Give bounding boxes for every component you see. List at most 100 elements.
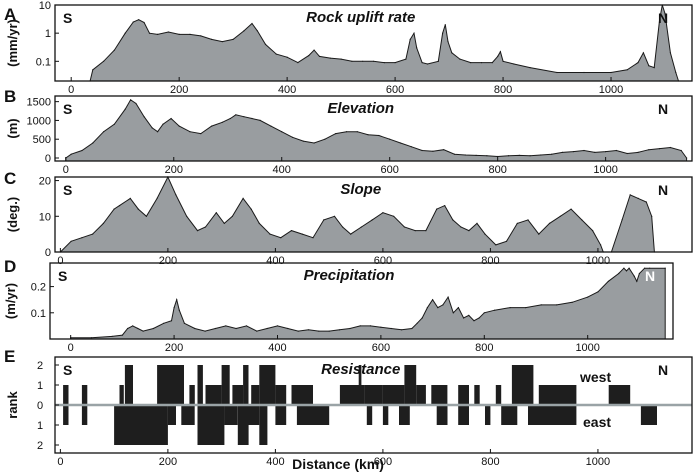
data-point xyxy=(551,153,553,155)
data-point xyxy=(92,233,94,235)
data-point xyxy=(505,240,508,242)
panel-d xyxy=(49,262,674,340)
south-label: S xyxy=(63,10,72,26)
x-tick-label: 0 xyxy=(63,164,69,176)
data-point xyxy=(308,55,310,57)
data-point xyxy=(444,24,446,26)
west-resistance-bar xyxy=(511,365,534,405)
data-point xyxy=(421,317,423,319)
east-resistance-bar xyxy=(237,405,249,445)
y-tick-label: 500 xyxy=(33,134,51,146)
data-point xyxy=(452,219,454,221)
data-point xyxy=(401,329,403,331)
data-point xyxy=(251,22,253,25)
data-point xyxy=(561,151,564,153)
data-point xyxy=(127,327,129,330)
data-point xyxy=(437,307,439,309)
data-point xyxy=(211,125,213,127)
data-point xyxy=(250,208,252,210)
x-tick-label: 0 xyxy=(57,255,63,267)
west-resistance-bar xyxy=(221,365,230,405)
data-point xyxy=(583,71,585,74)
data-point xyxy=(502,60,504,62)
data-point xyxy=(281,131,283,133)
data-point xyxy=(416,322,418,324)
data-point xyxy=(335,133,337,135)
east-resistance-bar xyxy=(275,405,287,425)
data-point xyxy=(113,49,115,51)
data-point xyxy=(121,334,123,336)
data-point xyxy=(623,267,625,269)
data-point xyxy=(626,152,628,155)
data-point xyxy=(459,58,461,60)
panel-frame xyxy=(54,95,693,162)
west-resistance-bar xyxy=(538,385,577,405)
y-axis-label: (m/yr) xyxy=(3,283,18,319)
data-point xyxy=(167,31,169,33)
data-point xyxy=(251,117,253,120)
data-point xyxy=(280,237,282,239)
data-point xyxy=(686,157,688,159)
west-resistance-bar xyxy=(275,385,287,405)
panel-letter: E xyxy=(4,347,15,366)
data-point xyxy=(403,226,405,228)
west-resistance-bar xyxy=(339,385,365,405)
y-tick-label: 1 xyxy=(45,28,51,40)
data-point xyxy=(463,317,465,319)
data-point xyxy=(470,62,472,64)
data-point xyxy=(223,222,225,224)
west-resistance-bar xyxy=(474,385,480,405)
y-tick-label: 1000 xyxy=(27,115,51,127)
data-point xyxy=(349,327,351,330)
data-point xyxy=(484,233,486,235)
panel-a xyxy=(54,4,693,82)
panel-c xyxy=(54,175,693,253)
data-point xyxy=(148,32,151,34)
x-tick-label: 1000 xyxy=(599,84,623,96)
data-point xyxy=(102,222,104,224)
x-tick-label: 800 xyxy=(475,342,493,354)
data-point xyxy=(151,127,153,129)
data-point xyxy=(264,43,267,46)
x-tick-label: 800 xyxy=(481,456,499,468)
data-point xyxy=(621,219,623,221)
east-resistance-bar xyxy=(501,405,518,425)
data-point xyxy=(313,142,315,144)
data-point xyxy=(516,222,518,224)
x-tick-label: 600 xyxy=(381,164,399,176)
x-tick-label: 800 xyxy=(481,255,499,267)
data-point xyxy=(290,230,293,232)
data-point xyxy=(648,149,650,151)
data-point xyxy=(359,325,361,327)
data-point xyxy=(540,154,542,156)
data-point xyxy=(312,237,314,239)
data-point xyxy=(142,330,144,332)
data-point xyxy=(345,131,348,133)
data-point xyxy=(235,327,237,330)
data-point xyxy=(626,69,628,71)
data-point xyxy=(432,299,434,301)
data-point xyxy=(329,57,331,59)
south-label: S xyxy=(63,101,72,117)
data-point xyxy=(318,330,320,332)
west-resistance-bar xyxy=(416,385,426,405)
data-point xyxy=(356,131,358,133)
panel-title: Precipitation xyxy=(304,267,395,284)
data-point xyxy=(130,99,132,101)
data-point xyxy=(186,215,188,217)
data-point xyxy=(367,134,369,136)
data-point xyxy=(414,230,416,232)
west-resistance-bar xyxy=(243,365,249,405)
data-point xyxy=(642,52,645,54)
east-resistance-bar xyxy=(259,405,268,445)
data-point xyxy=(483,312,485,314)
y-tick-label: 0 xyxy=(37,400,43,412)
y-tick-label: 0 xyxy=(45,153,51,165)
data-point xyxy=(350,233,352,235)
data-point xyxy=(70,153,72,155)
data-point xyxy=(157,131,159,133)
data-point xyxy=(559,215,561,217)
data-point xyxy=(637,151,639,153)
data-point xyxy=(518,154,520,156)
west-resistance-bar xyxy=(382,385,405,405)
